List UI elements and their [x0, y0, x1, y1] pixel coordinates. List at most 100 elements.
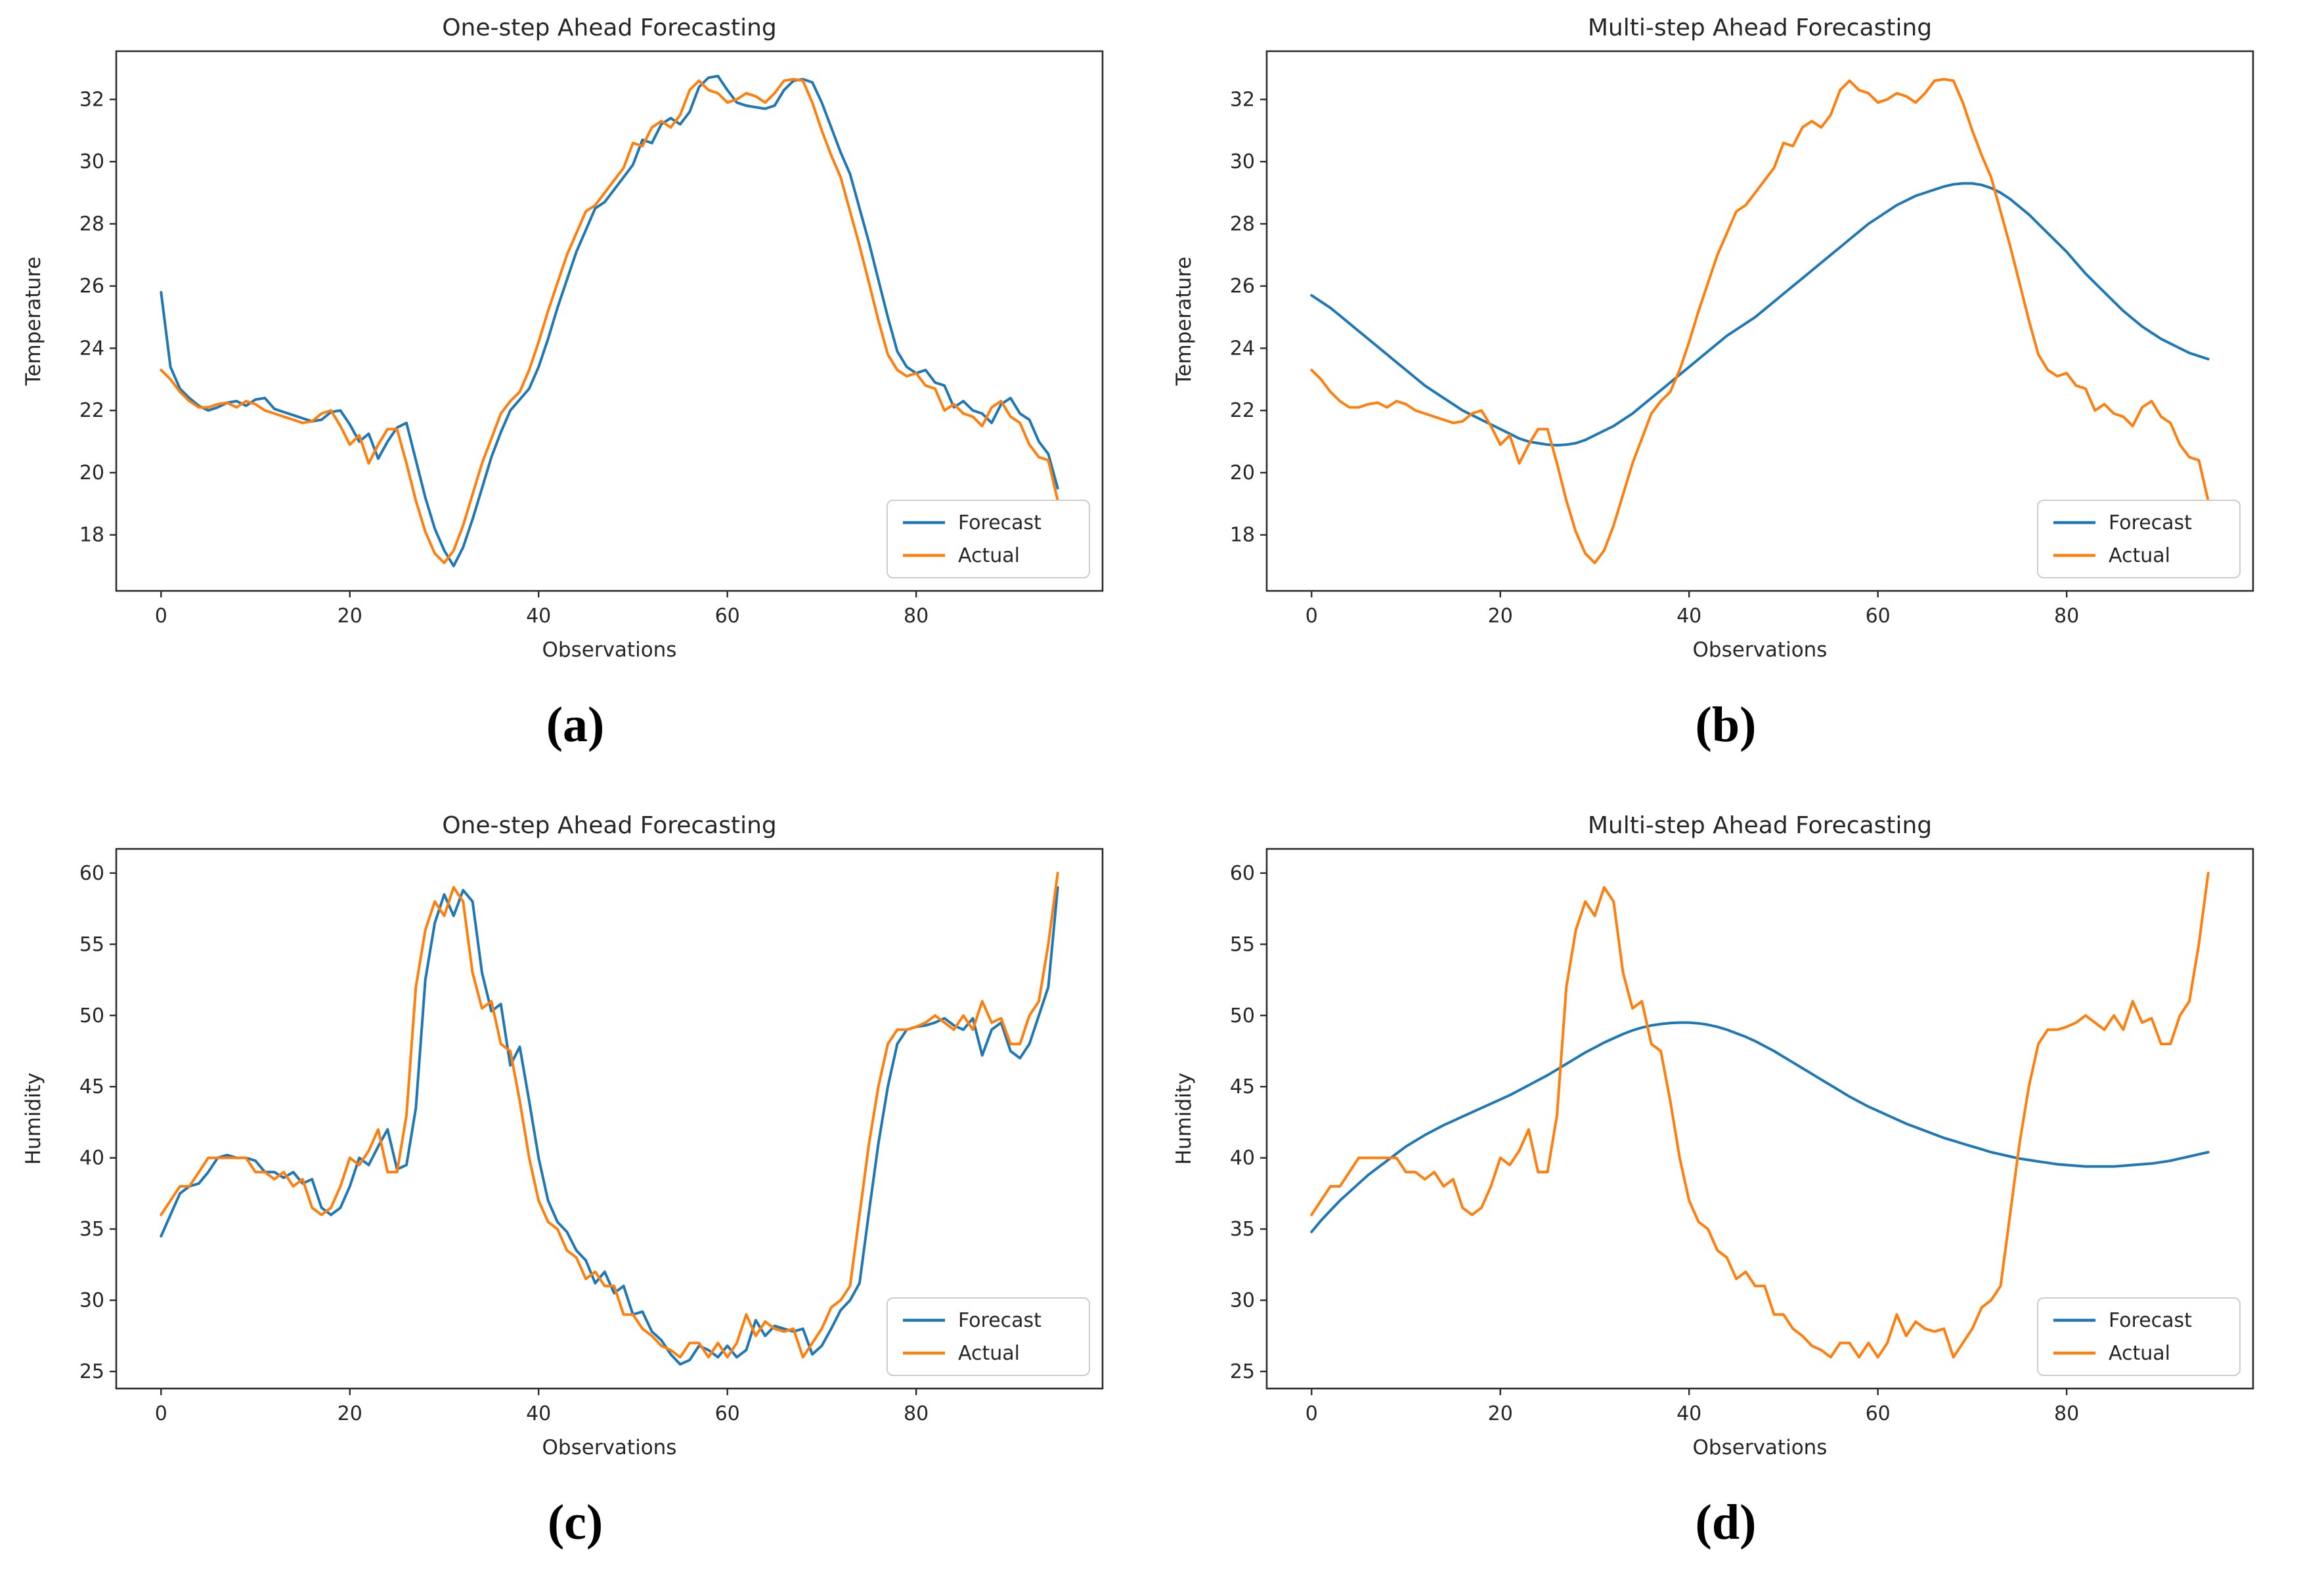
legend-label-forecast: Forecast	[958, 511, 1041, 534]
chart-title: One-step Ahead Forecasting	[442, 812, 777, 839]
subplot-a: 0 20 40 60 80 18 20 22 24 26 28 30 32 One-step Ahead …	[0, 0, 1150, 798]
x-tick-label: 40	[526, 1402, 551, 1425]
x-tick-label: 60	[715, 605, 740, 628]
y-tick-label: 45	[79, 1075, 104, 1098]
legend-label-forecast: Forecast	[2109, 1309, 2192, 1332]
y-axis-label: Temperature	[1172, 257, 1196, 386]
y-tick-label: 28	[1230, 213, 1255, 236]
series-actual-line	[160, 871, 1059, 1359]
y-tick-label: 25	[79, 1360, 104, 1383]
x-tick-label: 40	[526, 605, 551, 628]
x-tick-label: 60	[1866, 1402, 1891, 1425]
legend-box	[2037, 1297, 2241, 1376]
chart-title: One-step Ahead Forecasting	[442, 14, 777, 41]
y-tick-label: 20	[79, 462, 104, 485]
chart-title: Multi-step Ahead Forecasting	[1588, 14, 1932, 41]
x-tick-label: 20	[1488, 1402, 1513, 1425]
y-axis-label: Humidity	[22, 1073, 45, 1165]
axes-box	[115, 50, 1104, 592]
x-tick-label: 80	[2054, 1402, 2079, 1425]
series-forecast-line	[160, 886, 1059, 1366]
y-tick-label: 32	[1230, 88, 1255, 111]
y-tick-label: 40	[79, 1147, 104, 1170]
y-tick-label: 30	[1230, 1289, 1255, 1312]
y-tick-label: 55	[79, 933, 104, 956]
chart-canvas-d: 0 20 40 60 80 25 30 35 40 45 50 55 60 Multi-step Ahea…	[1172, 812, 2254, 1459]
x-axis-label: Observations	[542, 638, 677, 662]
y-tick-label: 45	[1230, 1075, 1255, 1098]
series-actual-line	[1310, 871, 2210, 1359]
y-tick-label: 28	[79, 213, 104, 236]
x-tick-label: 60	[715, 1402, 740, 1425]
x-tick-label: 0	[155, 1402, 167, 1425]
series-actual-line	[1310, 77, 2210, 565]
y-tick-label: 18	[1230, 524, 1255, 547]
axes-box	[1265, 848, 2254, 1390]
y-tick-label: 24	[1230, 337, 1255, 360]
subplot-caption-c: (c)	[547, 1495, 603, 1550]
y-tick-label: 50	[79, 1004, 104, 1027]
y-tick-label: 22	[79, 399, 104, 422]
legend-label-actual: Actual	[958, 1342, 1020, 1365]
x-axis-label: Observations	[1693, 1436, 1828, 1459]
series-forecast-line	[1310, 182, 2210, 447]
subplot-d: 0 20 40 60 80 25 30 35 40 45 50 55 60 Multi-step Ahea…	[1150, 798, 2301, 1596]
y-tick-label: 32	[79, 88, 104, 111]
axes-box	[1265, 50, 2254, 592]
y-tick-label: 50	[1230, 1004, 1255, 1027]
y-tick-label: 18	[79, 524, 104, 547]
y-tick-label: 26	[1230, 275, 1255, 298]
x-axis-label: Observations	[1693, 638, 1828, 662]
y-tick-label: 20	[1230, 462, 1255, 485]
x-tick-label: 80	[2054, 605, 2079, 628]
y-tick-label: 26	[79, 275, 104, 298]
subplot-caption-b: (b)	[1695, 697, 1757, 752]
y-axis-label: Humidity	[1172, 1073, 1196, 1165]
chart-canvas-b: 0 20 40 60 80 18 20 22 24 26 28 30 32 Multi-step Ahea…	[1172, 14, 2254, 662]
legend-label-forecast: Forecast	[2109, 511, 2192, 534]
subplot-caption-d: (d)	[1695, 1495, 1757, 1550]
series-forecast-line	[1310, 1021, 2210, 1234]
legend-box	[887, 500, 1090, 578]
series-forecast-line	[160, 74, 1059, 568]
x-tick-label: 80	[904, 605, 929, 628]
legend-label-actual: Actual	[2109, 544, 2170, 567]
y-tick-label: 22	[1230, 399, 1255, 422]
axes-box	[115, 848, 1104, 1390]
y-tick-label: 35	[1230, 1218, 1255, 1241]
x-tick-label: 40	[1676, 605, 1701, 628]
x-tick-label: 20	[338, 1402, 362, 1425]
x-tick-label: 0	[1305, 1402, 1318, 1425]
x-tick-label: 20	[338, 605, 362, 628]
y-tick-label: 35	[79, 1218, 104, 1241]
legend-label-actual: Actual	[958, 544, 1020, 567]
x-tick-label: 80	[904, 1402, 929, 1425]
y-tick-label: 60	[79, 862, 104, 885]
subplot-caption-a: (a)	[546, 697, 605, 752]
chart-canvas-a: 0 20 40 60 80 18 20 22 24 26 28 30 32 One-step Ahead …	[22, 14, 1104, 662]
series-actual-line	[160, 77, 1059, 565]
chart-title: Multi-step Ahead Forecasting	[1588, 812, 1932, 839]
y-tick-label: 30	[79, 150, 104, 173]
x-tick-label: 0	[1305, 605, 1318, 628]
y-tick-label: 24	[79, 337, 104, 360]
y-tick-label: 60	[1230, 862, 1255, 885]
x-axis-label: Observations	[542, 1436, 677, 1459]
x-tick-label: 60	[1866, 605, 1891, 628]
subplot-b: 0 20 40 60 80 18 20 22 24 26 28 30 32 Multi-step Ahea…	[1150, 0, 2301, 798]
y-tick-label: 40	[1230, 1147, 1255, 1170]
x-tick-label: 40	[1676, 1402, 1701, 1425]
y-tick-label: 25	[1230, 1360, 1255, 1383]
y-tick-label: 55	[1230, 933, 1255, 956]
legend-box	[2037, 500, 2241, 578]
subplot-c: 0 20 40 60 80 25 30 35 40 45 50 55 60 One-step Ahead …	[0, 798, 1150, 1596]
legend-label-forecast: Forecast	[958, 1309, 1041, 1332]
x-tick-label: 0	[155, 605, 167, 628]
y-tick-label: 30	[79, 1289, 104, 1312]
legend-label-actual: Actual	[2109, 1342, 2170, 1365]
legend-box	[887, 1297, 1090, 1376]
y-axis-label: Temperature	[22, 257, 45, 386]
chart-canvas-c: 0 20 40 60 80 25 30 35 40 45 50 55 60 One-step Ahead …	[22, 812, 1104, 1459]
y-tick-label: 30	[1230, 150, 1255, 173]
